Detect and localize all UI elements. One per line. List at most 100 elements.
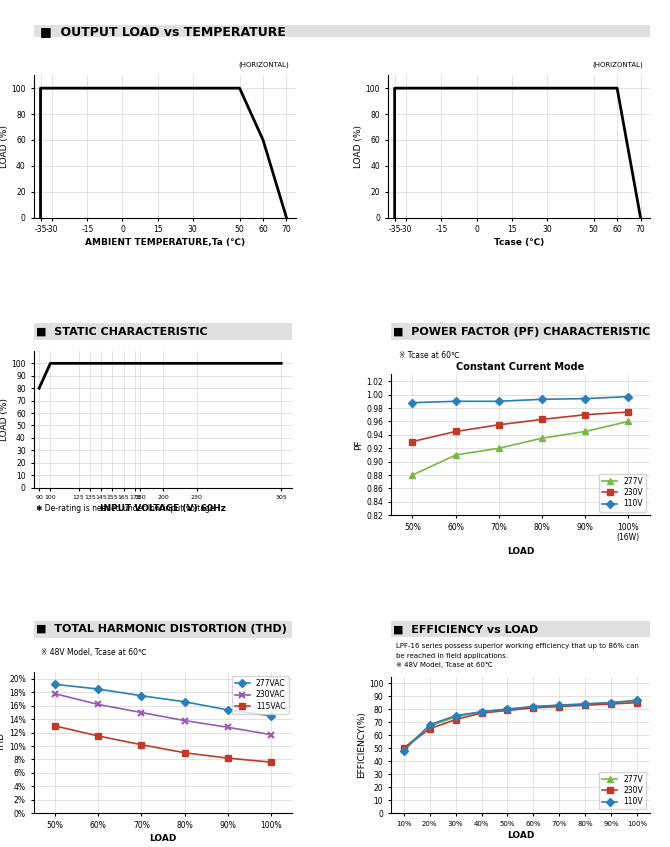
277V (581, 426, 589, 436)
230VAC (224, 722, 232, 733)
Y-axis label: LOAD (%): LOAD (%) (0, 398, 9, 440)
230V (607, 699, 615, 709)
230V (452, 426, 460, 436)
277V (633, 696, 641, 706)
230V (581, 700, 589, 711)
277V (529, 701, 537, 711)
115VAC (94, 731, 103, 741)
230V (409, 436, 417, 446)
Title: Constant Current Mode: Constant Current Mode (456, 363, 584, 373)
110V (495, 396, 503, 407)
277V (452, 450, 460, 460)
115VAC (267, 757, 275, 767)
277VAC (224, 705, 232, 715)
Text: ✱ De-rating is needed under low input voltage.: ✱ De-rating is needed under low input vo… (36, 504, 217, 512)
Line: 277V: 277V (401, 699, 640, 751)
Legend: 277V, 230V, 110V: 277V, 230V, 110V (599, 772, 646, 809)
Y-axis label: LOAD (%): LOAD (%) (354, 125, 362, 168)
X-axis label: LOAD: LOAD (507, 546, 534, 556)
Text: (HORIZONTAL): (HORIZONTAL) (239, 62, 289, 68)
277V (409, 470, 417, 480)
110V (409, 397, 417, 407)
230V (581, 410, 589, 420)
230V (624, 407, 632, 417)
277V (400, 743, 408, 753)
230V (503, 706, 511, 716)
Text: ※ 48V Model, Tcase at 60℃: ※ 48V Model, Tcase at 60℃ (396, 662, 493, 668)
Text: LPF-16 series possess superior working efficiency that up to 86% can: LPF-16 series possess superior working e… (396, 644, 639, 650)
277V (425, 721, 433, 731)
230VAC (137, 707, 145, 717)
277V (624, 417, 632, 427)
Line: 115VAC: 115VAC (52, 723, 273, 765)
Y-axis label: PF: PF (354, 440, 364, 450)
115VAC (137, 739, 145, 750)
277V (581, 699, 589, 709)
277V (555, 700, 563, 711)
Text: ■  STATIC CHARACTERISTIC: ■ STATIC CHARACTERISTIC (36, 326, 208, 336)
Line: 277V: 277V (410, 418, 631, 478)
110V (452, 711, 460, 721)
110V (529, 701, 537, 711)
230V (495, 420, 503, 430)
Text: ■  OUTPUT LOAD vs TEMPERATURE: ■ OUTPUT LOAD vs TEMPERATURE (40, 25, 285, 37)
Y-axis label: THD: THD (0, 734, 6, 752)
230VAC (180, 716, 188, 726)
230V (529, 703, 537, 713)
110V (452, 396, 460, 407)
Text: ※ 48V Model, Tcase at 60℃: ※ 48V Model, Tcase at 60℃ (42, 648, 147, 657)
230V (425, 723, 433, 734)
230V (452, 715, 460, 725)
X-axis label: INPUT VOLTAGE (V) 60Hz: INPUT VOLTAGE (V) 60Hz (100, 505, 226, 513)
110V (478, 706, 486, 717)
X-axis label: AMBIENT TEMPERATURE,Ta (℃): AMBIENT TEMPERATURE,Ta (℃) (84, 238, 245, 247)
Y-axis label: LOAD (%): LOAD (%) (0, 125, 9, 168)
230VAC (94, 700, 103, 710)
277V (607, 698, 615, 708)
110V (633, 695, 641, 706)
110V (624, 391, 632, 401)
110V (581, 394, 589, 404)
277V (478, 706, 486, 717)
277V (503, 704, 511, 714)
Line: 230V: 230V (410, 409, 631, 445)
Text: ■  TOTAL HARMONIC DISTORTION (THD): ■ TOTAL HARMONIC DISTORTION (THD) (36, 624, 287, 634)
110V (400, 745, 408, 756)
110V (538, 394, 546, 404)
Line: 277VAC: 277VAC (52, 682, 273, 718)
230V (478, 708, 486, 718)
115VAC (51, 721, 59, 731)
277VAC (51, 679, 59, 689)
Y-axis label: EFFICIENCY(%): EFFICIENCY(%) (357, 711, 366, 778)
Line: 110V: 110V (401, 697, 640, 754)
110V (503, 704, 511, 714)
230VAC (51, 689, 59, 699)
Legend: 277V, 230V, 110V: 277V, 230V, 110V (599, 473, 646, 512)
277VAC (180, 697, 188, 707)
Line: 230V: 230V (401, 700, 640, 751)
Text: (HORIZONTAL): (HORIZONTAL) (592, 62, 643, 68)
277V (452, 711, 460, 722)
277VAC (267, 711, 275, 721)
230VAC (267, 729, 275, 739)
110V (607, 698, 615, 708)
110V (555, 700, 563, 711)
277VAC (137, 690, 145, 700)
277V (495, 443, 503, 453)
230V (538, 414, 546, 424)
Text: ※ Tcase at 60℃: ※ Tcase at 60℃ (399, 351, 460, 359)
110V (581, 699, 589, 709)
230V (633, 698, 641, 708)
Line: 230VAC: 230VAC (52, 690, 275, 738)
230V (555, 701, 563, 711)
Text: ■  POWER FACTOR (PF) CHARACTERISTIC: ■ POWER FACTOR (PF) CHARACTERISTIC (393, 327, 651, 336)
115VAC (180, 748, 188, 758)
Text: be reached in field applications.: be reached in field applications. (396, 653, 508, 659)
Text: ■  EFFICIENCY vs LOAD: ■ EFFICIENCY vs LOAD (393, 624, 539, 634)
230V (400, 743, 408, 753)
X-axis label: Tcase (℃): Tcase (℃) (494, 238, 544, 247)
277V (538, 433, 546, 443)
X-axis label: LOAD: LOAD (507, 831, 534, 840)
Line: 110V: 110V (410, 394, 631, 406)
Legend: 277VAC, 230VAC, 115VAC: 277VAC, 230VAC, 115VAC (232, 676, 289, 714)
